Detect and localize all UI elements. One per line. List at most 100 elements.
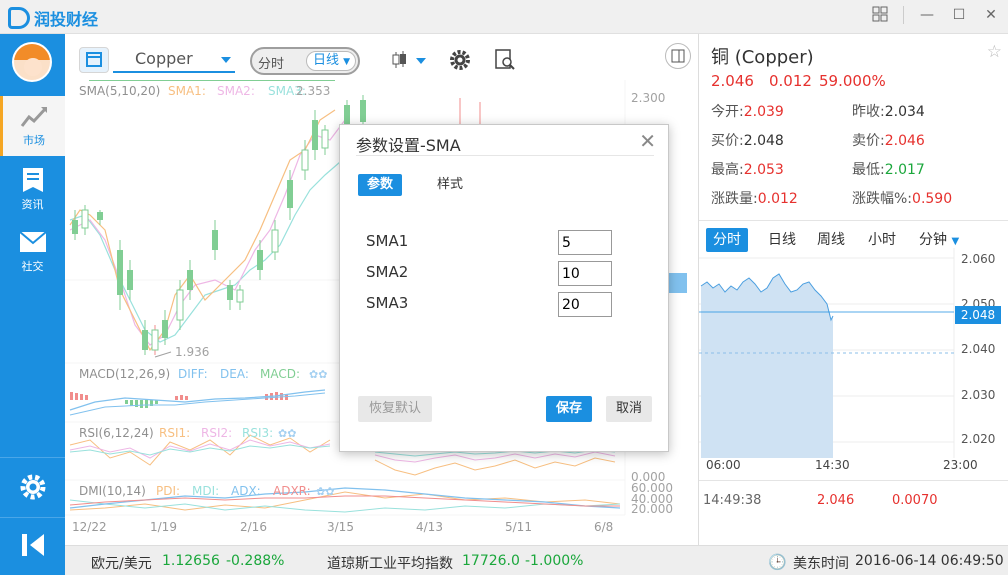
dmi-axis-40: 40.000: [631, 492, 673, 506]
mini-y-tick: 2.060: [961, 252, 996, 266]
chart-trend-icon: [20, 106, 48, 127]
inspect-button[interactable]: [493, 48, 519, 74]
period-toggle[interactable]: 分时 日线 ▼: [250, 47, 360, 75]
cancel-button[interactable]: 取消: [606, 396, 652, 422]
low-field: 最低:2.017: [852, 162, 925, 178]
gear-icon: [450, 50, 470, 70]
mini-chart-tabs: 分时 日线 周线 小时 分钟 ▼: [699, 228, 1008, 252]
seg-daily-label: 日线: [313, 53, 340, 68]
quote-change: 0.012: [769, 72, 812, 90]
logo-icon: [8, 7, 30, 29]
high-field: 最高:2.053: [711, 162, 784, 178]
tab-minute-label: 分钟: [919, 232, 947, 248]
dmi-adx-label: ADX:: [231, 484, 261, 498]
mail-icon: [18, 231, 47, 252]
quote-title: 铜 (Copper): [711, 47, 814, 68]
tab-minute[interactable]: 分钟 ▼: [912, 228, 966, 252]
panel-toggle-button[interactable]: [665, 43, 691, 69]
rsi2-label: RSI2:: [201, 426, 233, 440]
price-marker: [667, 273, 687, 293]
intraday-chart: [699, 248, 955, 458]
tab-intraday[interactable]: 分时: [706, 228, 748, 252]
fx-value: 1.12656: [162, 553, 220, 569]
chevron-down-icon: ▼: [951, 236, 960, 247]
seg-intraday[interactable]: 分时: [258, 57, 285, 72]
dmi-pdi-label: PDI:: [156, 484, 181, 498]
open-field: 今开:2.039: [711, 104, 784, 120]
date-tick: 2/16: [240, 520, 267, 534]
tick-volume: 0.0070: [892, 493, 938, 508]
sma3-input[interactable]: [558, 292, 612, 317]
sidebar-item-social[interactable]: 社交: [0, 222, 65, 282]
quote-price: 2.046: [711, 72, 754, 90]
sma-low-label: 1.936: [175, 345, 210, 359]
quote-change-pct: 59.000%: [819, 72, 886, 90]
sidebar-item-label: 社交: [21, 260, 44, 273]
change-pct-field: 涨跌幅%:0.590: [852, 191, 953, 207]
rsi1-label: RSI1:: [159, 426, 191, 440]
dmi-axis-60: 60.000: [631, 481, 673, 495]
app-logo: 润投财经: [8, 6, 98, 30]
star-icon[interactable]: ☆: [986, 42, 1002, 62]
mini-x-tick: 23:00: [943, 458, 978, 472]
dmi-adxr-label: ADXR:: [273, 484, 311, 498]
prev-close-field: 昨收:2.034: [852, 104, 925, 120]
sma2-input[interactable]: [558, 261, 612, 286]
maximize-button[interactable]: ☐: [952, 7, 966, 23]
close-icon[interactable]: ✕: [639, 129, 656, 153]
layout-button[interactable]: [79, 47, 109, 73]
chart-type-select[interactable]: [388, 47, 434, 73]
fx-change: -0.288%: [226, 553, 285, 569]
sma2-param-label: SMA2: [366, 263, 409, 281]
app-name: 润投财经: [34, 10, 99, 29]
date-tick: 5/11: [505, 520, 532, 534]
mini-x-tick: 06:00: [706, 458, 741, 472]
date-tick: 4/13: [416, 520, 443, 534]
date-tick: 1/19: [150, 520, 177, 534]
sma-settings-dialog: 参数设置-SMA ✕ 参数 样式 SMA1 SMA2 SMA3 恢复默认 保存 …: [339, 124, 669, 452]
tab-hourly[interactable]: 小时: [868, 232, 896, 248]
layout-icon: [86, 52, 102, 67]
seg-daily[interactable]: 日线 ▼: [306, 51, 356, 71]
date-tick: 12/22: [72, 520, 107, 534]
symbol-select[interactable]: Copper: [113, 47, 235, 73]
macd-label: MACD(12,26,9): [79, 367, 171, 381]
chart-canvas: [65, 80, 626, 516]
rsi3-label: RSI3:: [242, 426, 274, 440]
macd-value-label: MACD:: [260, 367, 301, 381]
rsi-label: RSI(6,12,24): [79, 426, 154, 440]
time-label: 美东时间: [793, 556, 849, 572]
sidebar-item-news[interactable]: 资讯: [0, 160, 65, 220]
settings-button[interactable]: [0, 457, 65, 515]
rsi-axis-label: 0.000: [631, 470, 666, 484]
close-button[interactable]: ✕: [985, 7, 997, 23]
candlestick-icon: [392, 51, 426, 68]
settings-button[interactable]: [448, 48, 474, 74]
dmi-label: DMI(10,14): [79, 484, 146, 498]
tab-params[interactable]: 参数: [358, 174, 403, 196]
collapse-button[interactable]: [0, 517, 65, 575]
dmi-axis-20: 20.000: [631, 502, 673, 516]
minimize-button[interactable]: —: [920, 7, 934, 23]
indicator-settings-icon[interactable]: ✿✿: [309, 368, 328, 381]
indicator-settings-icon[interactable]: ✿✿: [278, 427, 297, 440]
title-divider: [903, 6, 904, 24]
grid-icon[interactable]: [871, 6, 889, 24]
clock-icon: 🕒: [768, 553, 787, 571]
sidebar-item-market[interactable]: 市场: [0, 96, 65, 156]
tab-daily[interactable]: 日线: [768, 232, 796, 248]
ask-field: 卖价:2.046: [852, 133, 925, 149]
chart-toolbar: Copper 分时 日线 ▼: [65, 34, 698, 80]
sidebar: 市场 资讯 社交: [0, 34, 65, 575]
macd-diff-label: DIFF:: [178, 367, 208, 381]
tab-weekly[interactable]: 周线: [817, 232, 845, 248]
avatar[interactable]: [12, 42, 52, 82]
reset-button[interactable]: 恢复默认: [358, 396, 432, 422]
sidebar-item-label: 市场: [23, 134, 45, 147]
sma3-param-label: SMA3: [366, 294, 409, 312]
indicator-settings-icon[interactable]: ✿✿: [316, 485, 335, 498]
sma3-label: SMA3:: [268, 84, 306, 98]
save-button[interactable]: 保存: [546, 396, 592, 422]
sma1-input[interactable]: [558, 230, 612, 255]
tab-style[interactable]: 样式: [437, 177, 464, 192]
